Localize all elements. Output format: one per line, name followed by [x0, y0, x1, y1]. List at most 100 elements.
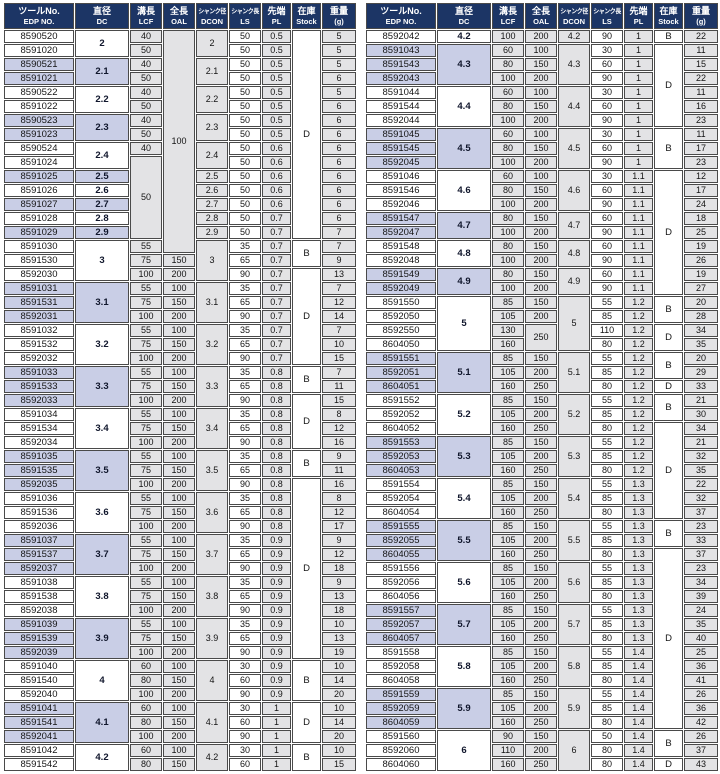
cell-ls: 90: [229, 730, 261, 743]
cell-edp: 8591552: [366, 394, 436, 407]
cell-edp: 8590522: [4, 86, 74, 99]
cell-lcf: 100: [130, 436, 162, 449]
cell-weight: 8: [322, 492, 356, 505]
cell-pl: 0.6: [262, 142, 291, 155]
cell-ls: 90: [229, 310, 261, 323]
cell-edp: 8592037: [4, 562, 74, 575]
cell-ls: 80: [591, 506, 623, 519]
cell-stock: D: [654, 758, 683, 771]
cell-edp: 8592058: [366, 660, 436, 673]
col-header-en-label: Stock: [658, 16, 679, 26]
cell-weight: 23: [684, 520, 718, 533]
cell-edp: 8591030: [4, 240, 74, 253]
cell-dcon: 5.8: [558, 646, 590, 687]
cell-pl: 0.6: [262, 184, 291, 197]
cell-weight: 26: [684, 730, 718, 743]
table-row: 8591032 3.2 55 100 3.2 35 0.7 7: [4, 324, 356, 365]
cell-edp: 8592031: [4, 310, 74, 323]
cell-oal: 200: [163, 478, 195, 491]
cell-lcf: 160: [492, 506, 524, 519]
cell-dcon: 5: [558, 296, 590, 351]
cell-ls: 55: [591, 478, 623, 491]
cell-dcon: 2.6: [196, 184, 228, 197]
cell-pl: 0.7: [262, 338, 291, 351]
cell-stock: B: [654, 128, 683, 169]
cell-pl: 1: [624, 156, 653, 169]
cell-oal: 200: [525, 576, 557, 589]
col-header-jp-label: 先端: [629, 5, 648, 16]
cell-edp: 8592044: [366, 114, 436, 127]
cell-ls: 60: [591, 58, 623, 71]
cell-weight: 26: [684, 254, 718, 267]
cell-edp: 8591532: [4, 338, 74, 351]
cell-ls: 90: [229, 520, 261, 533]
cell-lcf: 50: [130, 44, 162, 57]
table-row: 8604053 160 250 80 1.2 35: [366, 464, 718, 477]
cell-ls: 90: [229, 688, 261, 701]
cell-dcon: 5.1: [558, 352, 590, 393]
cell-weight: 10: [322, 338, 356, 351]
table-row: 8591534 75 150 65 0.8 12: [4, 422, 356, 435]
cell-weight: 24: [684, 604, 718, 617]
cell-dcon: 2.9: [196, 226, 228, 239]
table-row: 8592047 100 200 90 1.1 25: [366, 226, 718, 239]
col-header-edp: ツールNo. EDP NO.: [4, 3, 74, 29]
cell-oal: 200: [525, 156, 557, 169]
cell-weight: 20: [322, 730, 356, 743]
cell-edp: 8591534: [4, 422, 74, 435]
table-row: 8592053 105 200 85 1.2 32: [366, 450, 718, 463]
cell-ls: 55: [591, 436, 623, 449]
col-header-en-label: LCF: [500, 16, 516, 26]
table-row: 8591560 6 90 150 6 50 1.4 B 26: [366, 730, 718, 771]
cell-oal: 100: [163, 366, 195, 379]
cell-weight: 15: [322, 352, 356, 365]
cell-lcf: 60: [492, 44, 524, 57]
cell-pl: 1.1: [624, 268, 653, 281]
cell-ls: 55: [591, 646, 623, 659]
cell-ls: 35: [229, 366, 261, 379]
cell-pl: 1.3: [624, 534, 653, 547]
table-row: 8591532 75 150 65 0.7 10: [4, 338, 356, 351]
cell-edp: 8592048: [366, 254, 436, 267]
cell-weight: 13: [322, 590, 356, 603]
cell-pl: 1.4: [624, 730, 653, 743]
cell-dcon: 4.5: [558, 128, 590, 169]
cell-pl: 0.7: [262, 212, 291, 225]
cell-weight: 16: [322, 478, 356, 491]
cell-ls: 65: [229, 506, 261, 519]
cell-ls: 50: [229, 184, 261, 197]
cell-lcf: 55: [130, 366, 162, 379]
cell-ls: 90: [591, 114, 623, 127]
cell-oal: 250: [525, 506, 557, 519]
cell-dcon: 4.4: [558, 86, 590, 127]
cell-pl: 0.5: [262, 114, 291, 127]
cell-weight: 7: [322, 366, 356, 379]
cell-pl: 0.8: [262, 436, 291, 449]
cell-pl: 1.4: [624, 716, 653, 729]
cell-lcf: 80: [492, 142, 524, 155]
table-row: 8591020 50 50 0.5 5: [4, 44, 356, 57]
cell-dcon: 5.7: [558, 604, 590, 645]
cell-lcf: 100: [492, 72, 524, 85]
cell-lcf: 105: [492, 660, 524, 673]
cell-edp: 8592060: [366, 744, 436, 757]
cell-edp: 8592040: [4, 688, 74, 701]
cell-dc: 2.1: [75, 58, 129, 85]
cell-edp: 8591021: [4, 72, 74, 85]
table-row: 8591045 4.5 60 100 4.5 30 1 B 11: [366, 128, 718, 169]
cell-lcf: 80: [492, 184, 524, 197]
cell-lcf: 100: [130, 646, 162, 659]
cell-oal: 100: [163, 324, 195, 337]
table-row: 8591030 3 55 3 35 0.7 B 7: [4, 240, 356, 281]
cell-ls: 90: [229, 436, 261, 449]
cell-edp: 8591550: [366, 296, 436, 309]
cell-pl: 1.3: [624, 520, 653, 533]
cell-edp: 8591554: [366, 478, 436, 491]
cell-oal: 150: [163, 716, 195, 729]
cell-ls: 90: [591, 72, 623, 85]
cell-weight: 5: [322, 86, 356, 99]
cell-weight: 20: [322, 688, 356, 701]
cell-edp: 8591559: [366, 688, 436, 701]
cell-ls: 85: [591, 492, 623, 505]
